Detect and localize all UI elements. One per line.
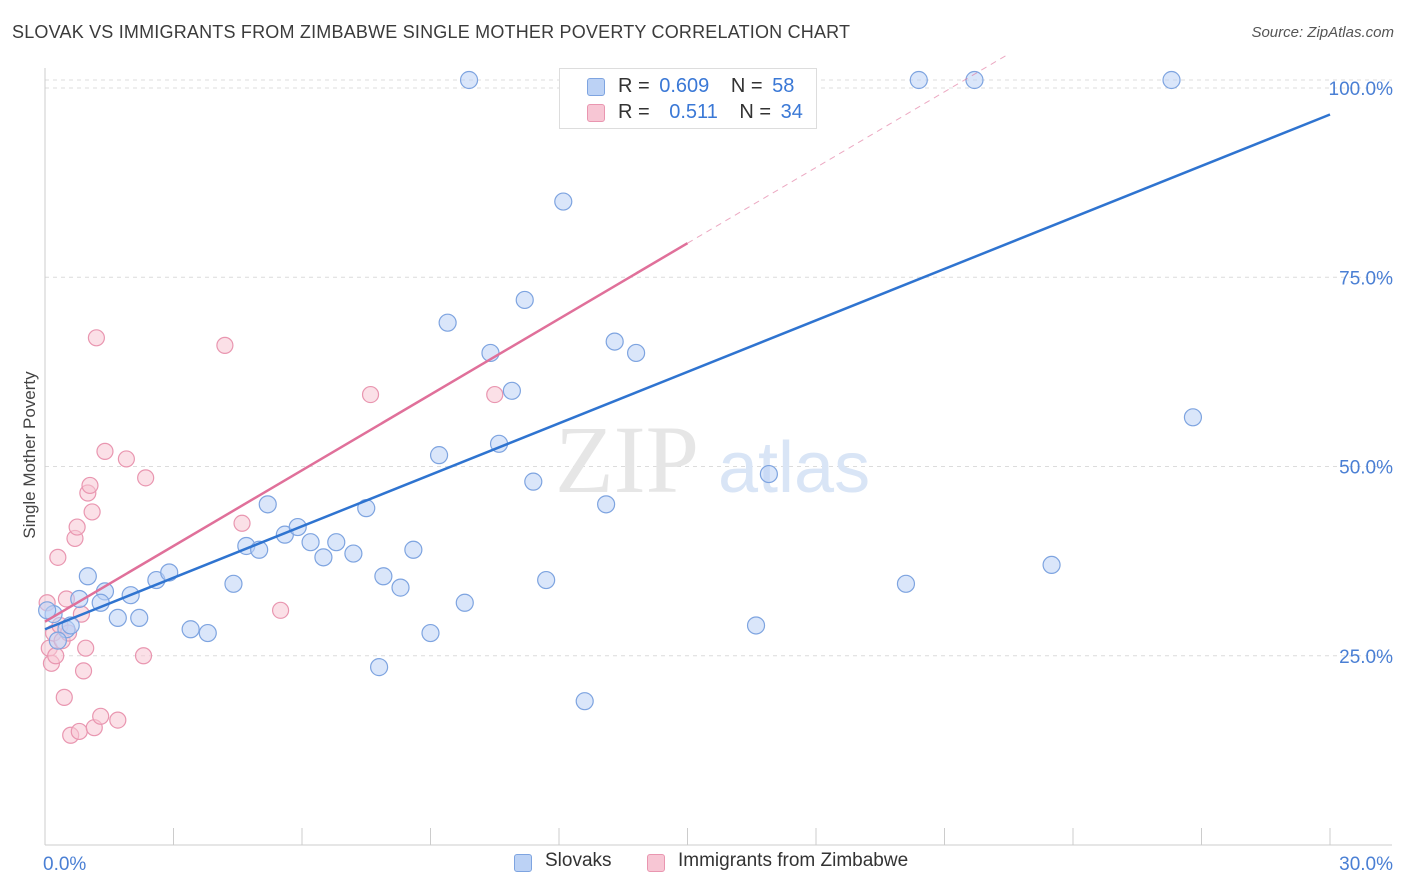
slovak-point: [370, 658, 389, 677]
n-label: N =: [739, 101, 772, 123]
slovak-point: [746, 616, 766, 635]
x-tick-label: 0.0%: [43, 854, 86, 875]
zimbabwe-point: [87, 329, 106, 347]
r-value: 0.609: [659, 75, 710, 97]
watermark-zip: ZIP: [555, 406, 699, 513]
legend-row-zimbabwe: R = 0.511 N = 34: [618, 101, 803, 125]
zimbabwe-point: [81, 476, 99, 495]
zimbabwe-point: [361, 385, 380, 404]
zimbabwe-point: [117, 450, 135, 468]
slovak-point: [438, 313, 457, 332]
zimbabwe-point: [70, 722, 88, 741]
slovak-trend-line: [44, 113, 1331, 631]
zimbabwe-point: [49, 548, 67, 566]
watermark-atlas: atlas: [718, 428, 870, 508]
slovak-point: [404, 540, 423, 559]
correlation-legend: R = 0.609 N = 58 R = 0.511 N = 34: [559, 68, 817, 129]
zimbabwe-point: [134, 647, 153, 665]
zimbabwe-point: [83, 503, 101, 521]
slovak-point: [48, 631, 67, 650]
slovak-point: [374, 567, 393, 586]
slovak-point: [459, 70, 479, 90]
zimbabwe-trend-extension: [687, 53, 1010, 244]
slovak-point: [626, 343, 646, 363]
r-value: 0.511: [669, 101, 718, 123]
zimbabwe-point: [486, 385, 504, 404]
slovak-point: [108, 608, 127, 628]
zimbabwe-point: [68, 518, 86, 536]
r-label: R =: [618, 75, 650, 97]
slovak-point: [896, 574, 916, 593]
slovak-point: [575, 692, 594, 711]
y-tick-label: 100.0%: [1329, 79, 1394, 100]
chart-title: SLOVAK VS IMMIGRANTS FROM ZIMBABWE SINGL…: [12, 22, 851, 42]
slovak-point: [391, 578, 410, 597]
n-value: 58: [772, 75, 795, 97]
n-value: 34: [780, 101, 803, 123]
zimbabwe-point: [77, 639, 95, 657]
slovak-point: [224, 574, 243, 593]
zimbabwe-point: [216, 336, 234, 354]
slovak-point: [965, 70, 984, 90]
slovak-point: [1183, 408, 1203, 427]
axis-tick-labels: 100.0% 75.0% 50.0% 25.0% 0.0% 30.0%: [43, 79, 1393, 875]
zimbabwe-point: [137, 469, 155, 487]
zimbabwe-point: [233, 514, 251, 532]
slovak-point: [344, 544, 363, 563]
slovak-point: [909, 70, 928, 90]
r-label: R =: [618, 101, 650, 123]
slovak-point: [759, 464, 778, 484]
watermark: ZIP atlas: [555, 406, 870, 513]
slovak-point: [314, 548, 333, 567]
zimbabwe-point: [47, 647, 65, 665]
zimbabwe-point: [55, 688, 73, 706]
slovak-point: [605, 332, 624, 351]
slovak-point: [429, 446, 449, 465]
zimbabwe-point: [271, 601, 290, 619]
legend-row-slovaks: R = 0.609 N = 58: [618, 75, 794, 99]
slovak-point: [181, 620, 200, 639]
slovak-point: [1042, 555, 1061, 575]
y-tick-label: 25.0%: [1339, 647, 1393, 668]
slovak-point: [554, 192, 573, 211]
slovak-point: [421, 623, 440, 643]
zimbabwe-point: [109, 711, 127, 729]
zimbabwe-point: [92, 707, 110, 725]
zimbabwe-swatch: [587, 104, 605, 122]
slovak-point: [1162, 70, 1181, 90]
slovak-point: [597, 495, 616, 514]
slovak-point: [537, 570, 556, 590]
slovak-points: [38, 70, 1203, 711]
y-tick-label: 50.0%: [1339, 458, 1393, 479]
slovak-point: [502, 381, 521, 400]
slovak-point: [198, 623, 217, 643]
y-axis-label: Single Mother Poverty: [20, 371, 39, 539]
n-label: N =: [730, 75, 763, 97]
slovak-point: [78, 567, 97, 586]
slovak-swatch: [587, 78, 605, 96]
slovak-point: [258, 495, 277, 514]
x-tick-label: 30.0%: [1339, 854, 1393, 875]
slovak-point: [515, 290, 534, 310]
slovak-point: [130, 608, 149, 628]
zimbabwe-point: [96, 442, 114, 460]
bottom-legend-slovaks: Slovaks: [545, 850, 612, 871]
source-label: Source: ZipAtlas.com: [1251, 24, 1394, 41]
y-tick-label: 75.0%: [1339, 268, 1393, 289]
zimbabwe-trend-line: [44, 242, 689, 623]
bottom-slovak-swatch: [514, 854, 532, 872]
slovak-point: [455, 593, 474, 612]
trend-lines: [44, 53, 1331, 631]
slovak-point: [524, 472, 543, 491]
axes: [44, 68, 1392, 846]
slovak-point: [38, 601, 57, 620]
slovak-point: [301, 533, 320, 552]
grid-lines: [45, 79, 1392, 657]
zimbabwe-point: [74, 662, 93, 680]
bottom-legend-zimbabwe: Immigrants from Zimbabwe: [678, 850, 909, 871]
slovak-point: [327, 533, 346, 552]
bottom-zimbabwe-swatch: [647, 854, 665, 872]
